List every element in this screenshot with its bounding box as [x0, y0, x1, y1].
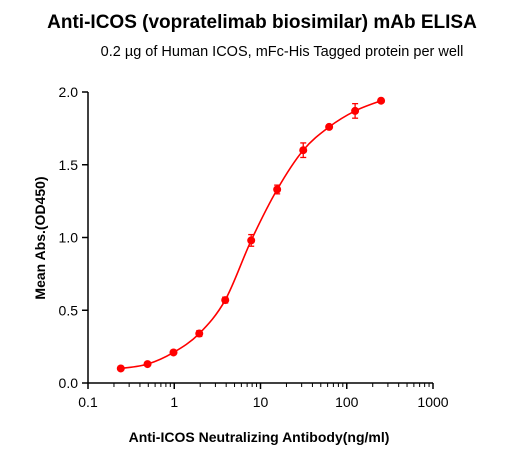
- x-tick-label: 0.1: [78, 394, 98, 410]
- data-point: [273, 185, 282, 194]
- x-tick-label: 100: [335, 394, 359, 410]
- axes: 0.1 1 10 100 1000 0.0 0.5 1.0 1.5 2.0: [59, 84, 449, 410]
- x-tick-label: 1000: [417, 394, 448, 410]
- y-tick-label: 0.0: [59, 375, 79, 391]
- data-point: [377, 96, 386, 105]
- y-tick-label: 0.5: [59, 302, 79, 318]
- y-axis-title: Mean Abs.(OD450): [32, 176, 48, 299]
- data-points-layer: [116, 96, 386, 373]
- data-point: [169, 348, 178, 357]
- y-tick-label: 2.0: [59, 84, 79, 100]
- data-point: [143, 360, 152, 369]
- chart-subtitle: 0.2 µg of Human ICOS, mFc-His Tagged pro…: [100, 44, 464, 60]
- data-point: [299, 146, 308, 155]
- data-point: [195, 329, 204, 338]
- data-point: [351, 106, 360, 115]
- y-tick-label: 1.0: [59, 230, 79, 246]
- data-point: [247, 236, 256, 245]
- x-tick-label: 1: [170, 394, 178, 410]
- data-point: [221, 296, 230, 305]
- y-tick-label: 1.5: [59, 157, 79, 173]
- data-point: [325, 122, 334, 131]
- data-point: [116, 364, 125, 373]
- x-tick-label: 10: [253, 394, 269, 410]
- chart-title: Anti-ICOS (vopratelimab biosimilar) mAb …: [47, 12, 477, 33]
- x-axis-title: Anti-ICOS Neutralizing Antibody(ng/ml): [129, 429, 390, 445]
